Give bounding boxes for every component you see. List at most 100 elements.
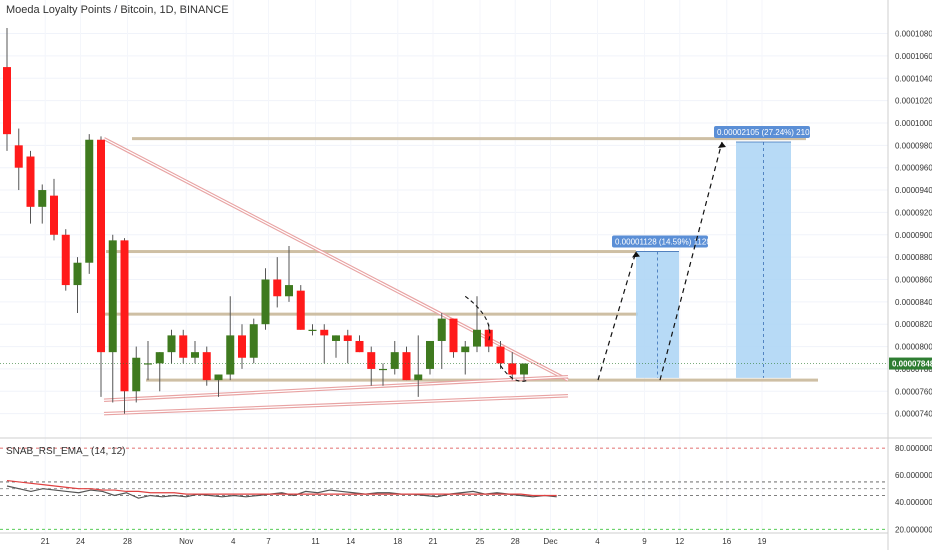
candle-body: [402, 352, 411, 381]
time-tick-label: 14: [346, 537, 355, 546]
candle-body: [426, 340, 434, 369]
indicator-tick-label: 20.00000000: [895, 525, 932, 534]
candle-body: [50, 195, 58, 235]
candle-body: [355, 340, 364, 353]
time-tick-label: Dec: [543, 537, 557, 546]
horizontal-level-line: [106, 250, 636, 254]
time-tick-label: 21: [41, 537, 50, 546]
time-tick-label: 7: [266, 537, 271, 546]
time-tick-label: 12: [675, 537, 684, 546]
time-tick-label: 4: [231, 537, 236, 546]
time-tick-label: 28: [511, 537, 520, 546]
candle-body: [61, 234, 70, 286]
candle-body: [191, 352, 199, 358]
time-tick-label: 24: [76, 537, 85, 546]
candle-body: [38, 190, 47, 207]
candle-body: [379, 368, 387, 371]
candle-body: [367, 352, 376, 369]
candle-body: [155, 352, 164, 364]
candle-body: [308, 329, 317, 331]
indicator-tick-label: 80.00000000: [895, 444, 932, 453]
projection-path: [500, 365, 529, 382]
candle-body: [73, 262, 82, 286]
candle-body: [273, 279, 282, 297]
time-tick-label: 4: [595, 537, 600, 546]
current-price-label: 0.00007848: [892, 360, 932, 369]
ema-series-line: [6, 479, 557, 497]
candle-body: [3, 67, 11, 135]
projections: 0.00001128 (14.59%) 1128 0.00002105 (27.2…: [464, 125, 815, 382]
projection-box: [736, 141, 791, 378]
candle-body: [332, 335, 340, 341]
candle-body: [238, 335, 246, 358]
time-tick-label: 21: [429, 537, 438, 546]
time-tick-label: 28: [123, 537, 132, 546]
candle-body: [226, 335, 235, 375]
indicator-tick-label: 60.00000000: [895, 471, 932, 480]
candle-body: [449, 318, 458, 353]
horizontal-level-line: [104, 312, 638, 316]
candle-body: [343, 335, 352, 341]
candle-body: [179, 335, 188, 358]
indicator-tick-label: 40.00000000: [895, 498, 932, 507]
indicator-label: SNAB_RSI_EMA_ (14, 12): [6, 446, 126, 457]
candle-body: [437, 318, 446, 341]
candle-body: [120, 240, 129, 392]
candle-body: [296, 290, 305, 330]
candle-body: [496, 346, 505, 364]
candle-body: [520, 363, 528, 375]
chart-title: Moeda Loyalty Points / Bitcoin, 1D, BINA…: [6, 4, 229, 16]
time-tick-label: 18: [393, 537, 402, 546]
time-tick-label: 11: [311, 537, 320, 546]
projection-label-bg: [714, 125, 810, 138]
candle-body: [508, 363, 517, 375]
current-price-tag: [889, 357, 932, 370]
candles: [3, 27, 528, 414]
candle-body: [261, 279, 270, 325]
candle-body: [26, 156, 35, 207]
projection-box: [636, 251, 679, 378]
time-axis[interactable]: 21 24 28 Nov 4 7 11 14 18 21 25 28 Dec 4 9 12 16 19: [0, 532, 888, 546]
time-tick-label: Nov: [179, 537, 193, 546]
time-tick-label: 9: [642, 537, 647, 546]
candle-body: [97, 139, 105, 353]
candle-body: [167, 335, 176, 353]
projection-label: 0.00002105 (27.24%) 2105: [717, 128, 815, 137]
rsi-series-line: [6, 485, 557, 499]
candle-body: [85, 139, 94, 263]
candle-body: [285, 285, 293, 297]
candle-body: [484, 329, 493, 347]
projection-path: [597, 251, 637, 381]
candle-body: [202, 352, 211, 381]
candle-body: [132, 357, 141, 392]
projection-label: 0.00001128 (14.59%) 1128: [615, 238, 711, 247]
candle-body: [414, 374, 423, 381]
candle-body: [144, 363, 152, 365]
candle-body: [14, 145, 23, 168]
time-tick-label: 16: [722, 537, 731, 546]
candle-body: [390, 352, 399, 369]
trendline-core: [103, 395, 569, 415]
trendline-core: [103, 376, 569, 401]
grid: [0, 0, 888, 533]
projection-arrow: [718, 141, 726, 148]
projection-arrow: [632, 251, 640, 258]
